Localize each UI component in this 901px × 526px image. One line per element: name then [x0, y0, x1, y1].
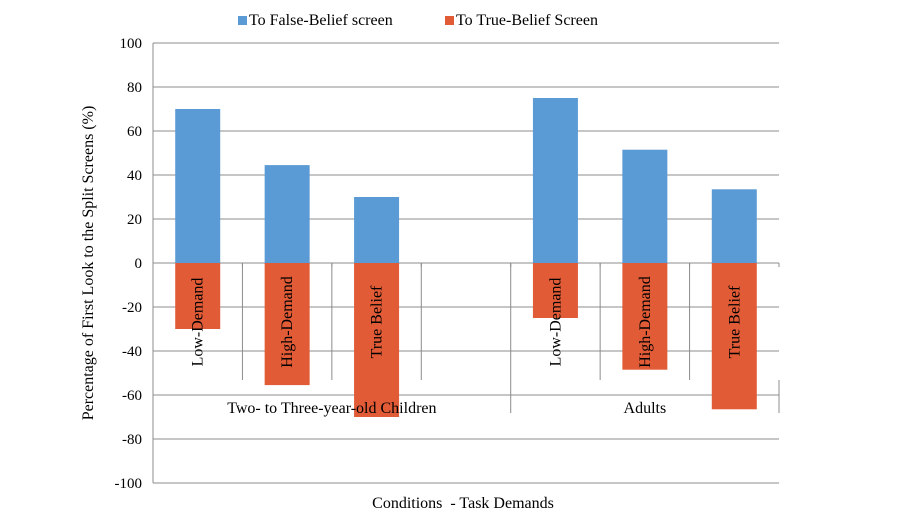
bar-false-belief — [175, 109, 221, 263]
legend: To False-Belief screen To True-Belief Scr… — [238, 12, 598, 29]
legend-label: To False-Belief screen — [249, 12, 393, 29]
category-label: Low-Demand — [190, 278, 207, 367]
category-labels: Low-Demand High-Demand True Belief Low-Dema… — [190, 276, 744, 417]
y-tick-label: -80 — [122, 432, 142, 448]
bar-true-belief — [532, 263, 578, 318]
legend-swatch — [445, 16, 454, 25]
bar-false-belief — [532, 98, 578, 263]
axes — [152, 43, 780, 483]
gridlines — [153, 42, 779, 484]
bar-true-belief — [711, 263, 757, 410]
bar-false-belief — [711, 189, 757, 263]
y-tick-label: 60 — [127, 124, 142, 140]
legend-swatch — [238, 16, 247, 25]
category-label: High-Demand — [279, 276, 296, 368]
y-tick-label: 80 — [127, 80, 142, 96]
y-tick-label: -20 — [122, 300, 142, 316]
y-tick-label: 40 — [127, 168, 142, 184]
bar-true-belief — [264, 263, 310, 386]
y-tick-label: 100 — [120, 36, 143, 52]
category-label: True Belief — [726, 285, 743, 358]
y-tick-label: -40 — [122, 344, 142, 360]
group-label: Adults — [624, 400, 667, 417]
x-axis-title: Conditions - Task Demands — [372, 495, 554, 512]
legend-label: To True-Belief Screen — [456, 12, 598, 29]
y-axis-title: Percentage of First Look to the Split Sc… — [80, 106, 97, 421]
y-tick-label: 20 — [127, 212, 142, 228]
category-label: True Belief — [369, 285, 386, 358]
bar-false-belief — [354, 197, 400, 263]
category-label: High-Demand — [637, 276, 654, 368]
group-label: Two- to Three-year-old Children — [227, 400, 436, 417]
y-tick-label: 0 — [135, 256, 143, 272]
bar-false-belief — [622, 149, 668, 263]
category-label: Low-Demand — [547, 278, 564, 367]
bars — [175, 98, 757, 417]
y-tick-label: -100 — [115, 476, 143, 492]
bar-false-belief — [264, 165, 310, 263]
bar-true-belief — [622, 263, 668, 370]
bar-true-belief — [175, 263, 221, 329]
y-tick-label: -60 — [122, 388, 142, 404]
y-tick-labels: 100 80 60 40 20 0 -20 -40 -60 -80 -100 — [115, 36, 143, 492]
bar-true-belief — [354, 263, 400, 417]
